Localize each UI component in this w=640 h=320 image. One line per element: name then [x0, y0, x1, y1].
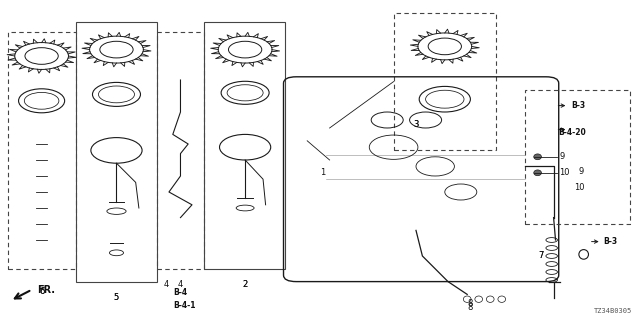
Text: 4: 4: [164, 280, 169, 289]
Text: 9: 9: [579, 167, 584, 176]
Bar: [394, 13, 496, 150]
Text: B-3: B-3: [604, 237, 618, 246]
Text: 3: 3: [413, 120, 419, 129]
Text: 10: 10: [574, 183, 584, 192]
Text: 4: 4: [178, 280, 183, 289]
Ellipse shape: [534, 170, 541, 176]
Text: B-4-20: B-4-20: [558, 128, 586, 137]
Text: 9: 9: [560, 152, 565, 161]
Text: 2: 2: [243, 280, 248, 289]
Bar: [525, 90, 630, 224]
Text: FR.: FR.: [37, 284, 55, 295]
Text: 3: 3: [413, 120, 419, 129]
Text: 2: 2: [243, 280, 248, 289]
Text: 5: 5: [114, 293, 119, 302]
Text: 7: 7: [538, 252, 543, 260]
Bar: [204, 22, 285, 269]
Text: B-3: B-3: [571, 101, 585, 110]
Ellipse shape: [534, 154, 541, 160]
Bar: [8, 32, 76, 269]
Text: 8: 8: [468, 300, 473, 308]
Text: 5: 5: [114, 293, 119, 302]
Text: B-4: B-4: [173, 288, 187, 297]
Text: 8: 8: [468, 303, 473, 312]
Text: 6: 6: [39, 287, 44, 296]
Text: 1: 1: [321, 168, 326, 177]
Text: 6: 6: [39, 287, 44, 296]
Text: B-4-1: B-4-1: [173, 301, 195, 310]
Text: 10: 10: [559, 168, 569, 177]
Bar: [76, 22, 157, 282]
Text: TZ34B0305: TZ34B0305: [594, 308, 632, 314]
Bar: [157, 32, 204, 269]
Text: 7: 7: [538, 252, 543, 260]
